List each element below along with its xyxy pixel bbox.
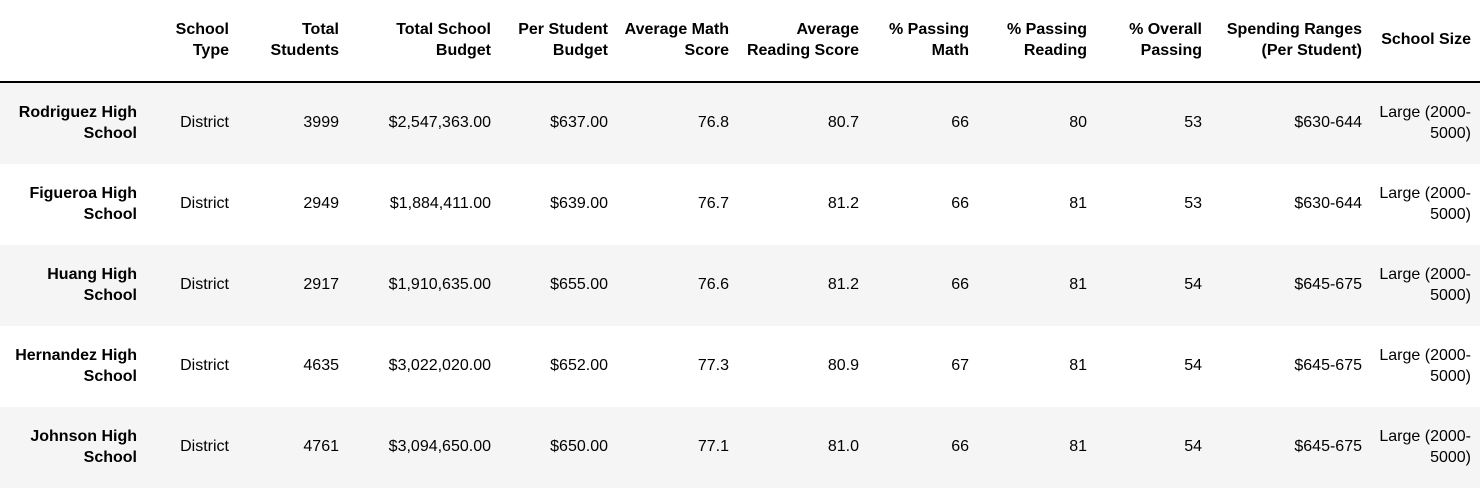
cell-average-math-score: 76.6	[697, 276, 729, 294]
column-header-passing-math: % Passing Math	[868, 0, 978, 83]
cell-total-school-budget: $1,910,635.00	[388, 276, 491, 294]
column-header-spending-ranges: Spending Ranges (Per Student)	[1211, 0, 1371, 83]
cell-per-student-budget: $650.00	[550, 438, 608, 456]
cell-passing-reading: 80	[1069, 114, 1087, 132]
cell-average-reading-score: 81.2	[827, 276, 859, 294]
cell-overall-passing: 53	[1184, 195, 1202, 213]
table-header: School Type Total Students Total School …	[0, 0, 1480, 83]
cell-passing-math: 66	[951, 195, 969, 213]
cell-total-students: 4761	[303, 438, 339, 456]
column-header-school-size: School Size	[1371, 0, 1480, 83]
cell-spending-range: $645-675	[1294, 276, 1362, 294]
cell-school-size: Large (2000-5000)	[1379, 104, 1471, 142]
column-header-overall-passing: % Overall Passing	[1096, 0, 1211, 83]
cell-spending-range: $645-675	[1294, 438, 1362, 456]
cell-total-school-budget: $1,884,411.00	[389, 195, 491, 213]
cell-school-type: District	[180, 438, 229, 456]
table-body: Rodriguez High School District 3999 $2,5…	[0, 82, 1480, 488]
cell-school-type: District	[180, 276, 229, 294]
cell-per-student-budget: $637.00	[550, 114, 608, 132]
cell-spending-range: $630-644	[1294, 195, 1362, 213]
cell-school-type: District	[180, 114, 229, 132]
cell-passing-math: 66	[951, 438, 969, 456]
cell-per-student-budget: $652.00	[550, 357, 608, 375]
cell-passing-reading: 81	[1069, 195, 1087, 213]
column-header-average-reading-score: Average Reading Score	[738, 0, 868, 83]
row-school-name: Rodriguez High School	[18, 104, 137, 142]
cell-total-students: 2949	[303, 195, 339, 213]
cell-passing-math: 67	[951, 357, 969, 375]
column-header-per-student-budget: Per Student Budget	[500, 0, 617, 83]
cell-per-student-budget: $639.00	[550, 195, 608, 213]
cell-total-school-budget: $2,547,363.00	[388, 114, 491, 132]
cell-passing-reading: 81	[1069, 357, 1087, 375]
header-row: School Type Total Students Total School …	[0, 0, 1480, 83]
cell-average-reading-score: 80.7	[827, 114, 859, 132]
cell-school-size: Large (2000-5000)	[1379, 347, 1471, 385]
table-row: Rodriguez High School District 3999 $2,5…	[0, 82, 1480, 164]
column-header-average-math-score: Average Math Score	[617, 0, 738, 83]
column-header-total-school-budget: Total School Budget	[348, 0, 500, 83]
cell-average-reading-score: 80.9	[827, 357, 859, 375]
cell-school-type: District	[180, 357, 229, 375]
column-header-total-students: Total Students	[238, 0, 348, 83]
cell-average-math-score: 76.7	[697, 195, 729, 213]
cell-passing-reading: 81	[1069, 438, 1087, 456]
cell-average-math-score: 77.1	[697, 438, 729, 456]
table-row: Johnson High School District 4761 $3,094…	[0, 407, 1480, 488]
row-school-name: Figueroa High School	[29, 185, 137, 223]
cell-passing-reading: 81	[1069, 276, 1087, 294]
cell-total-students: 3999	[303, 114, 339, 132]
column-header-index	[0, 0, 146, 83]
cell-overall-passing: 54	[1184, 357, 1202, 375]
cell-school-size: Large (2000-5000)	[1379, 185, 1471, 223]
cell-average-math-score: 76.8	[697, 114, 729, 132]
cell-school-size: Large (2000-5000)	[1379, 266, 1471, 304]
table-row: Hernandez High School District 4635 $3,0…	[0, 326, 1480, 407]
cell-passing-math: 66	[951, 276, 969, 294]
cell-passing-math: 66	[951, 114, 969, 132]
cell-overall-passing: 54	[1184, 438, 1202, 456]
column-header-school-type: School Type	[146, 0, 238, 83]
row-school-name: Johnson High School	[30, 428, 137, 466]
cell-spending-range: $630-644	[1294, 114, 1362, 132]
row-school-name: Huang High School	[47, 266, 137, 304]
cell-total-school-budget: $3,022,020.00	[388, 357, 491, 375]
cell-total-students: 2917	[303, 276, 339, 294]
cell-school-type: District	[180, 195, 229, 213]
column-header-passing-reading: % Passing Reading	[978, 0, 1096, 83]
table-row: Figueroa High School District 2949 $1,88…	[0, 164, 1480, 245]
cell-overall-passing: 54	[1184, 276, 1202, 294]
cell-average-reading-score: 81.0	[827, 438, 859, 456]
cell-spending-range: $645-675	[1294, 357, 1362, 375]
cell-total-students: 4635	[303, 357, 339, 375]
cell-overall-passing: 53	[1184, 114, 1202, 132]
row-school-name: Hernandez High School	[15, 347, 137, 385]
cell-total-school-budget: $3,094,650.00	[388, 438, 491, 456]
table-row: Huang High School District 2917 $1,910,6…	[0, 245, 1480, 326]
cell-school-size: Large (2000-5000)	[1379, 428, 1471, 466]
cell-average-reading-score: 81.2	[827, 195, 859, 213]
cell-average-math-score: 77.3	[697, 357, 729, 375]
cell-per-student-budget: $655.00	[550, 276, 608, 294]
